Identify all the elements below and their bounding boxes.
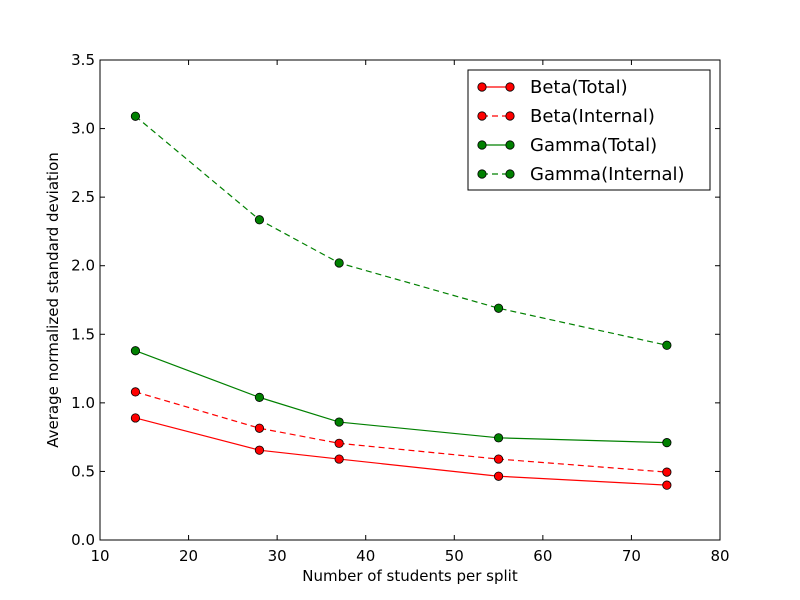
x-tick-label: 10 <box>90 547 109 565</box>
y-axis-label: Average normalized standard deviation <box>44 152 62 448</box>
series-line-gamma-total <box>135 350 667 444</box>
x-tick-label: 30 <box>268 547 287 565</box>
data-point <box>254 392 265 402</box>
data-point <box>493 303 504 313</box>
legend-marker <box>505 140 515 150</box>
y-tick-label: 0.5 <box>71 462 95 480</box>
x-tick-label: 50 <box>445 547 464 565</box>
data-point <box>334 438 344 448</box>
legend-marker <box>477 140 487 150</box>
legend-item-beta-internal: Beta(Internal) <box>477 106 655 127</box>
data-point <box>130 387 141 397</box>
x-tick-label: 40 <box>356 547 375 565</box>
data-point <box>130 111 141 121</box>
legend-item-gamma-total: Gamma(Total) <box>477 135 657 156</box>
data-point <box>662 480 672 490</box>
series-beta-total <box>130 413 672 490</box>
legend-marker <box>477 111 487 121</box>
legend-label: Beta(Internal) <box>530 106 655 127</box>
data-point <box>254 423 265 433</box>
y-tick-label: 1.5 <box>71 325 95 343</box>
legend-marker <box>505 111 515 121</box>
data-point <box>662 340 672 350</box>
x-tick-label: 20 <box>179 547 198 565</box>
y-tick-label: 1.0 <box>71 394 95 412</box>
plot-area-frame <box>99 59 721 541</box>
data-point <box>662 467 672 477</box>
data-point <box>254 215 265 225</box>
legend-item-beta-total: Beta(Total) <box>477 77 628 98</box>
series-gamma-total <box>130 346 672 448</box>
y-tick-label: 3.0 <box>71 120 95 138</box>
legend-label: Gamma(Internal) <box>530 164 685 185</box>
data-point <box>130 413 141 423</box>
legend-items: Beta(Total) Beta(Internal) Gamma(Total) Gam… <box>477 77 685 185</box>
legend-marker <box>477 82 487 92</box>
legend-marker <box>477 169 487 179</box>
series-line-beta-internal <box>135 391 667 473</box>
data-point <box>493 454 504 464</box>
data-point <box>493 471 504 481</box>
data-point <box>493 433 504 443</box>
data-point <box>334 417 344 427</box>
legend-marker <box>505 82 515 92</box>
legend-item-gamma-internal: Gamma(Internal) <box>477 164 685 185</box>
y-tick-label: 0.0 <box>71 531 95 549</box>
y-tick-label: 2.5 <box>71 188 95 206</box>
series-beta-internal <box>130 387 672 477</box>
y-tick-label: 2.0 <box>71 257 95 275</box>
series-layer <box>130 111 672 490</box>
legend-label: Beta(Total) <box>530 77 628 98</box>
x-tick-label: 80 <box>710 547 729 565</box>
y-tick-label: 3.5 <box>71 51 95 69</box>
legend: Beta(Total) Beta(Internal) Gamma(Total) Gam… <box>467 69 711 191</box>
data-point <box>662 438 672 448</box>
x-axis-label: Number of students per split <box>302 567 518 585</box>
data-point <box>130 346 141 356</box>
data-point <box>334 454 344 464</box>
data-point <box>254 445 265 455</box>
ticks-layer: 10 20 30 40 50 60 70 80 0.0 0.5 1.0 1.5 2.0 2.5 3.0 3.5 <box>71 51 729 565</box>
data-point <box>334 258 344 268</box>
series-gamma-internal <box>130 111 672 350</box>
legend-label: Gamma(Total) <box>530 135 657 156</box>
x-tick-label: 70 <box>622 547 641 565</box>
legend-marker <box>505 169 515 179</box>
x-tick-label: 60 <box>533 547 552 565</box>
